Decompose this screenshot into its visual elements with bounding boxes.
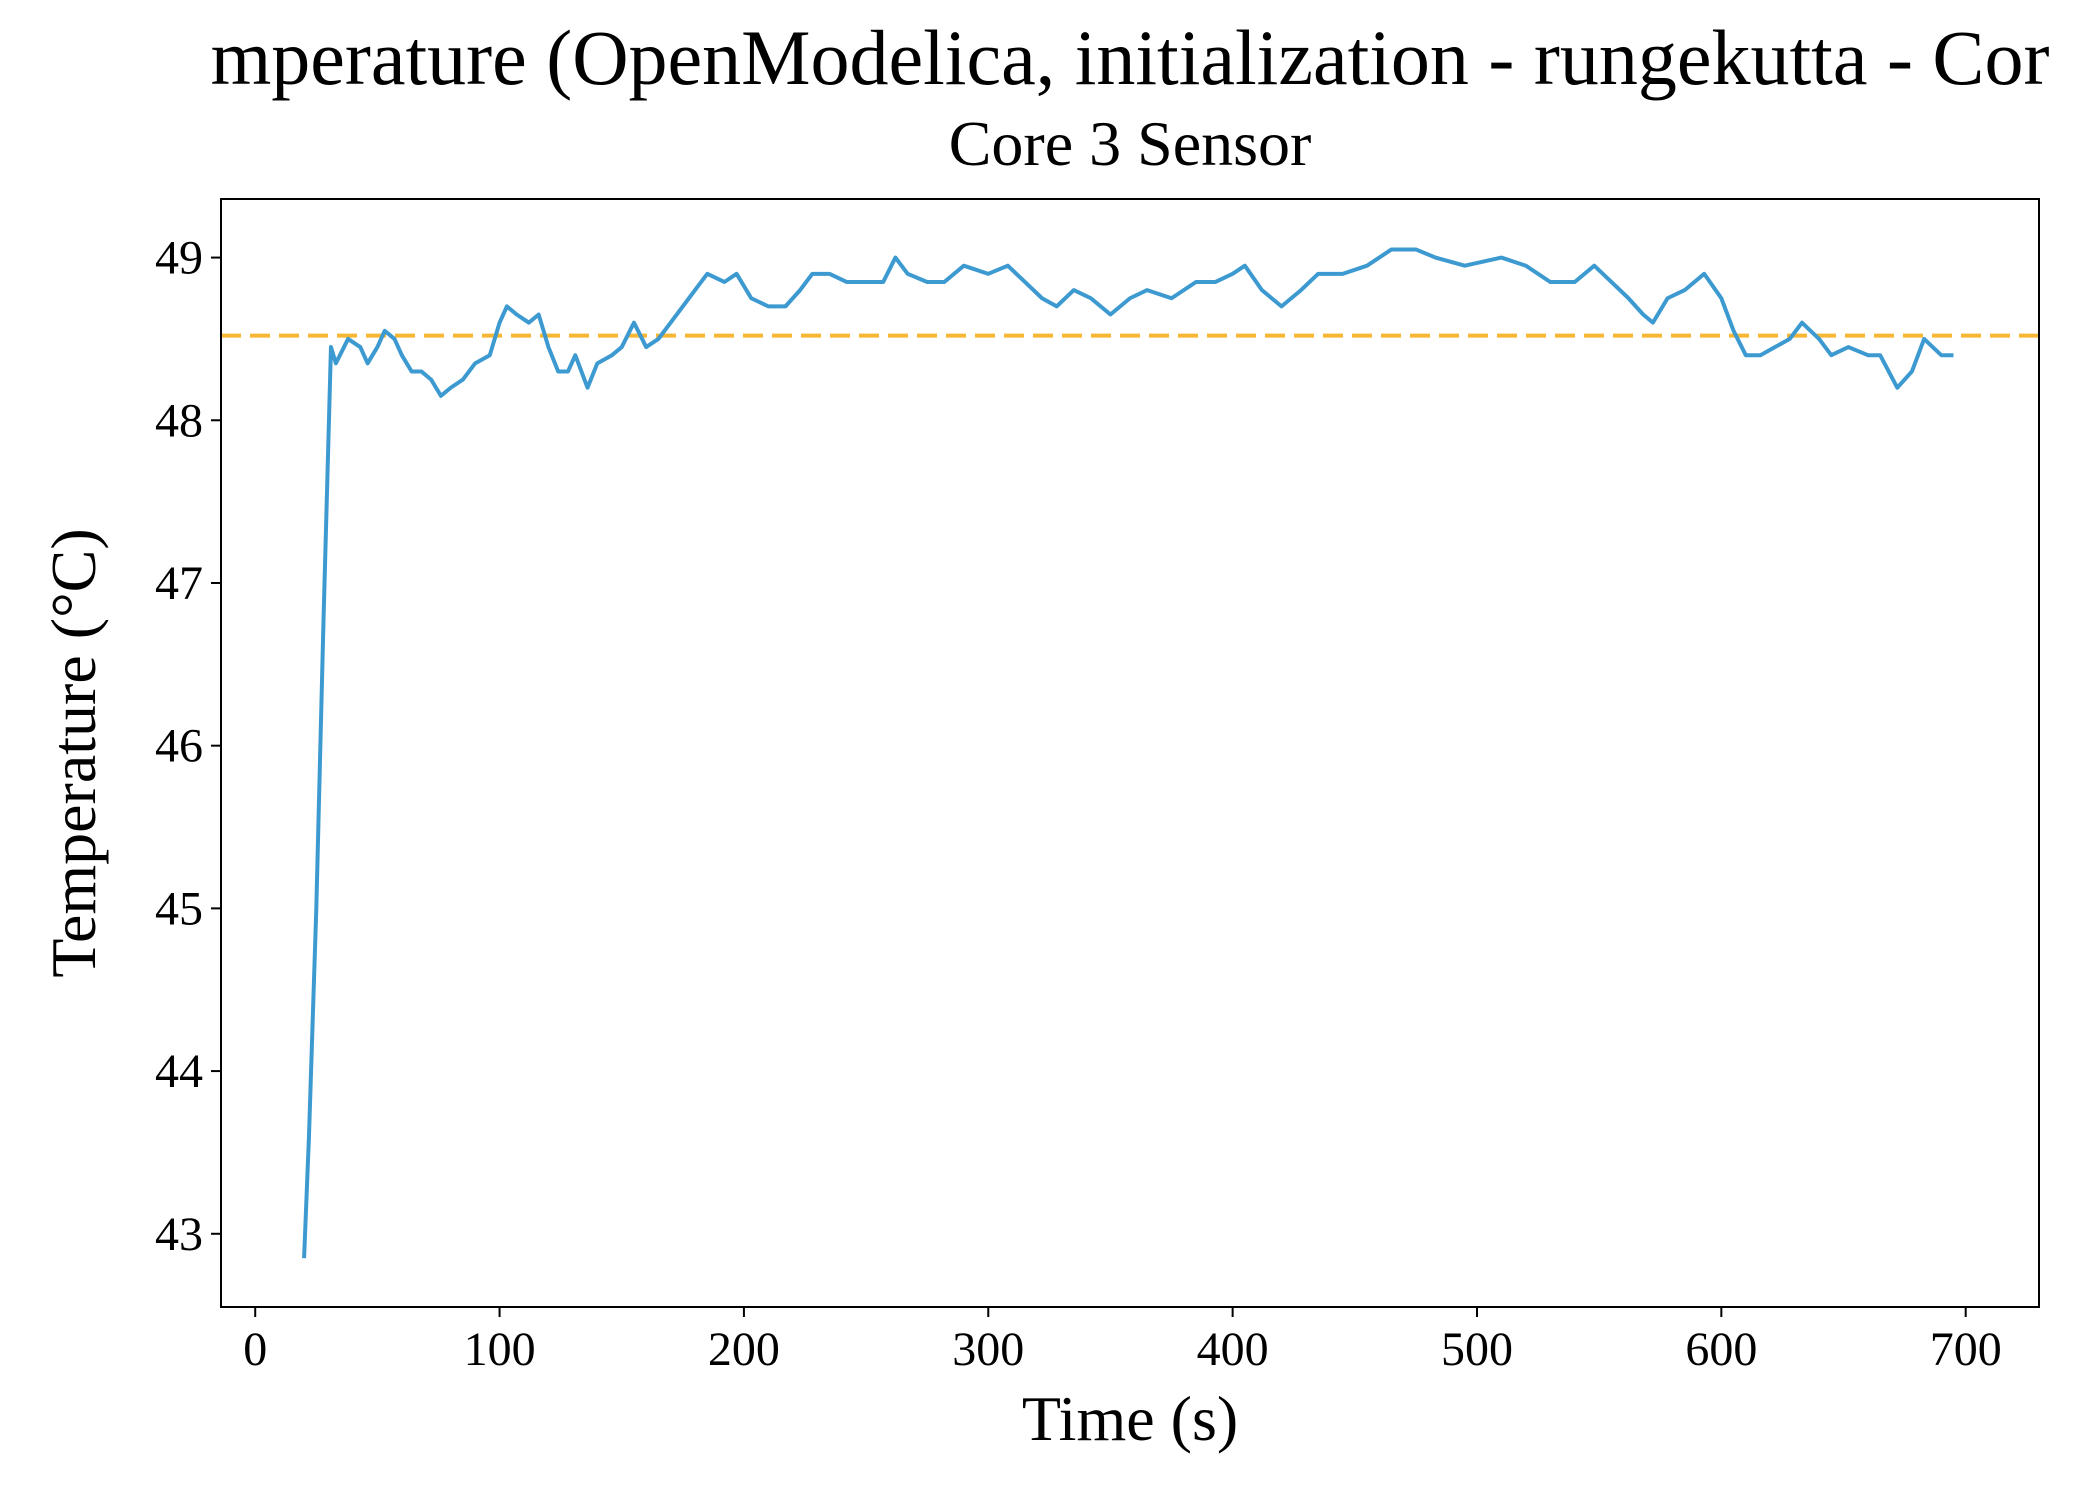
x-tick-label: 600 <box>1685 1323 1757 1376</box>
chart-subtitle: Core 3 Sensor <box>949 108 1312 179</box>
x-tick-label: 300 <box>952 1323 1024 1376</box>
x-tick-label: 400 <box>1197 1323 1269 1376</box>
y-tick-label: 47 <box>155 557 203 610</box>
x-tick-label: 100 <box>464 1323 536 1376</box>
x-tick-label: 0 <box>243 1323 267 1376</box>
x-tick-label: 700 <box>1930 1323 2002 1376</box>
y-tick-label: 43 <box>155 1208 203 1261</box>
x-axis-label: Time (s) <box>1022 1383 1238 1454</box>
chart-title: mperature (OpenModelica, initialization … <box>211 14 2050 101</box>
data-line <box>302 247 1954 1259</box>
y-tick-label: 44 <box>155 1045 203 1098</box>
y-tick-label: 45 <box>155 882 203 935</box>
x-tick-label: 200 <box>708 1323 780 1376</box>
x-tick-label: 500 <box>1441 1323 1513 1376</box>
y-axis-label: Temperature (°C) <box>38 528 109 977</box>
y-tick-label: 49 <box>155 232 203 285</box>
y-tick-label: 48 <box>155 394 203 447</box>
y-tick-label: 46 <box>155 720 203 773</box>
plot-frame <box>220 198 2040 1308</box>
